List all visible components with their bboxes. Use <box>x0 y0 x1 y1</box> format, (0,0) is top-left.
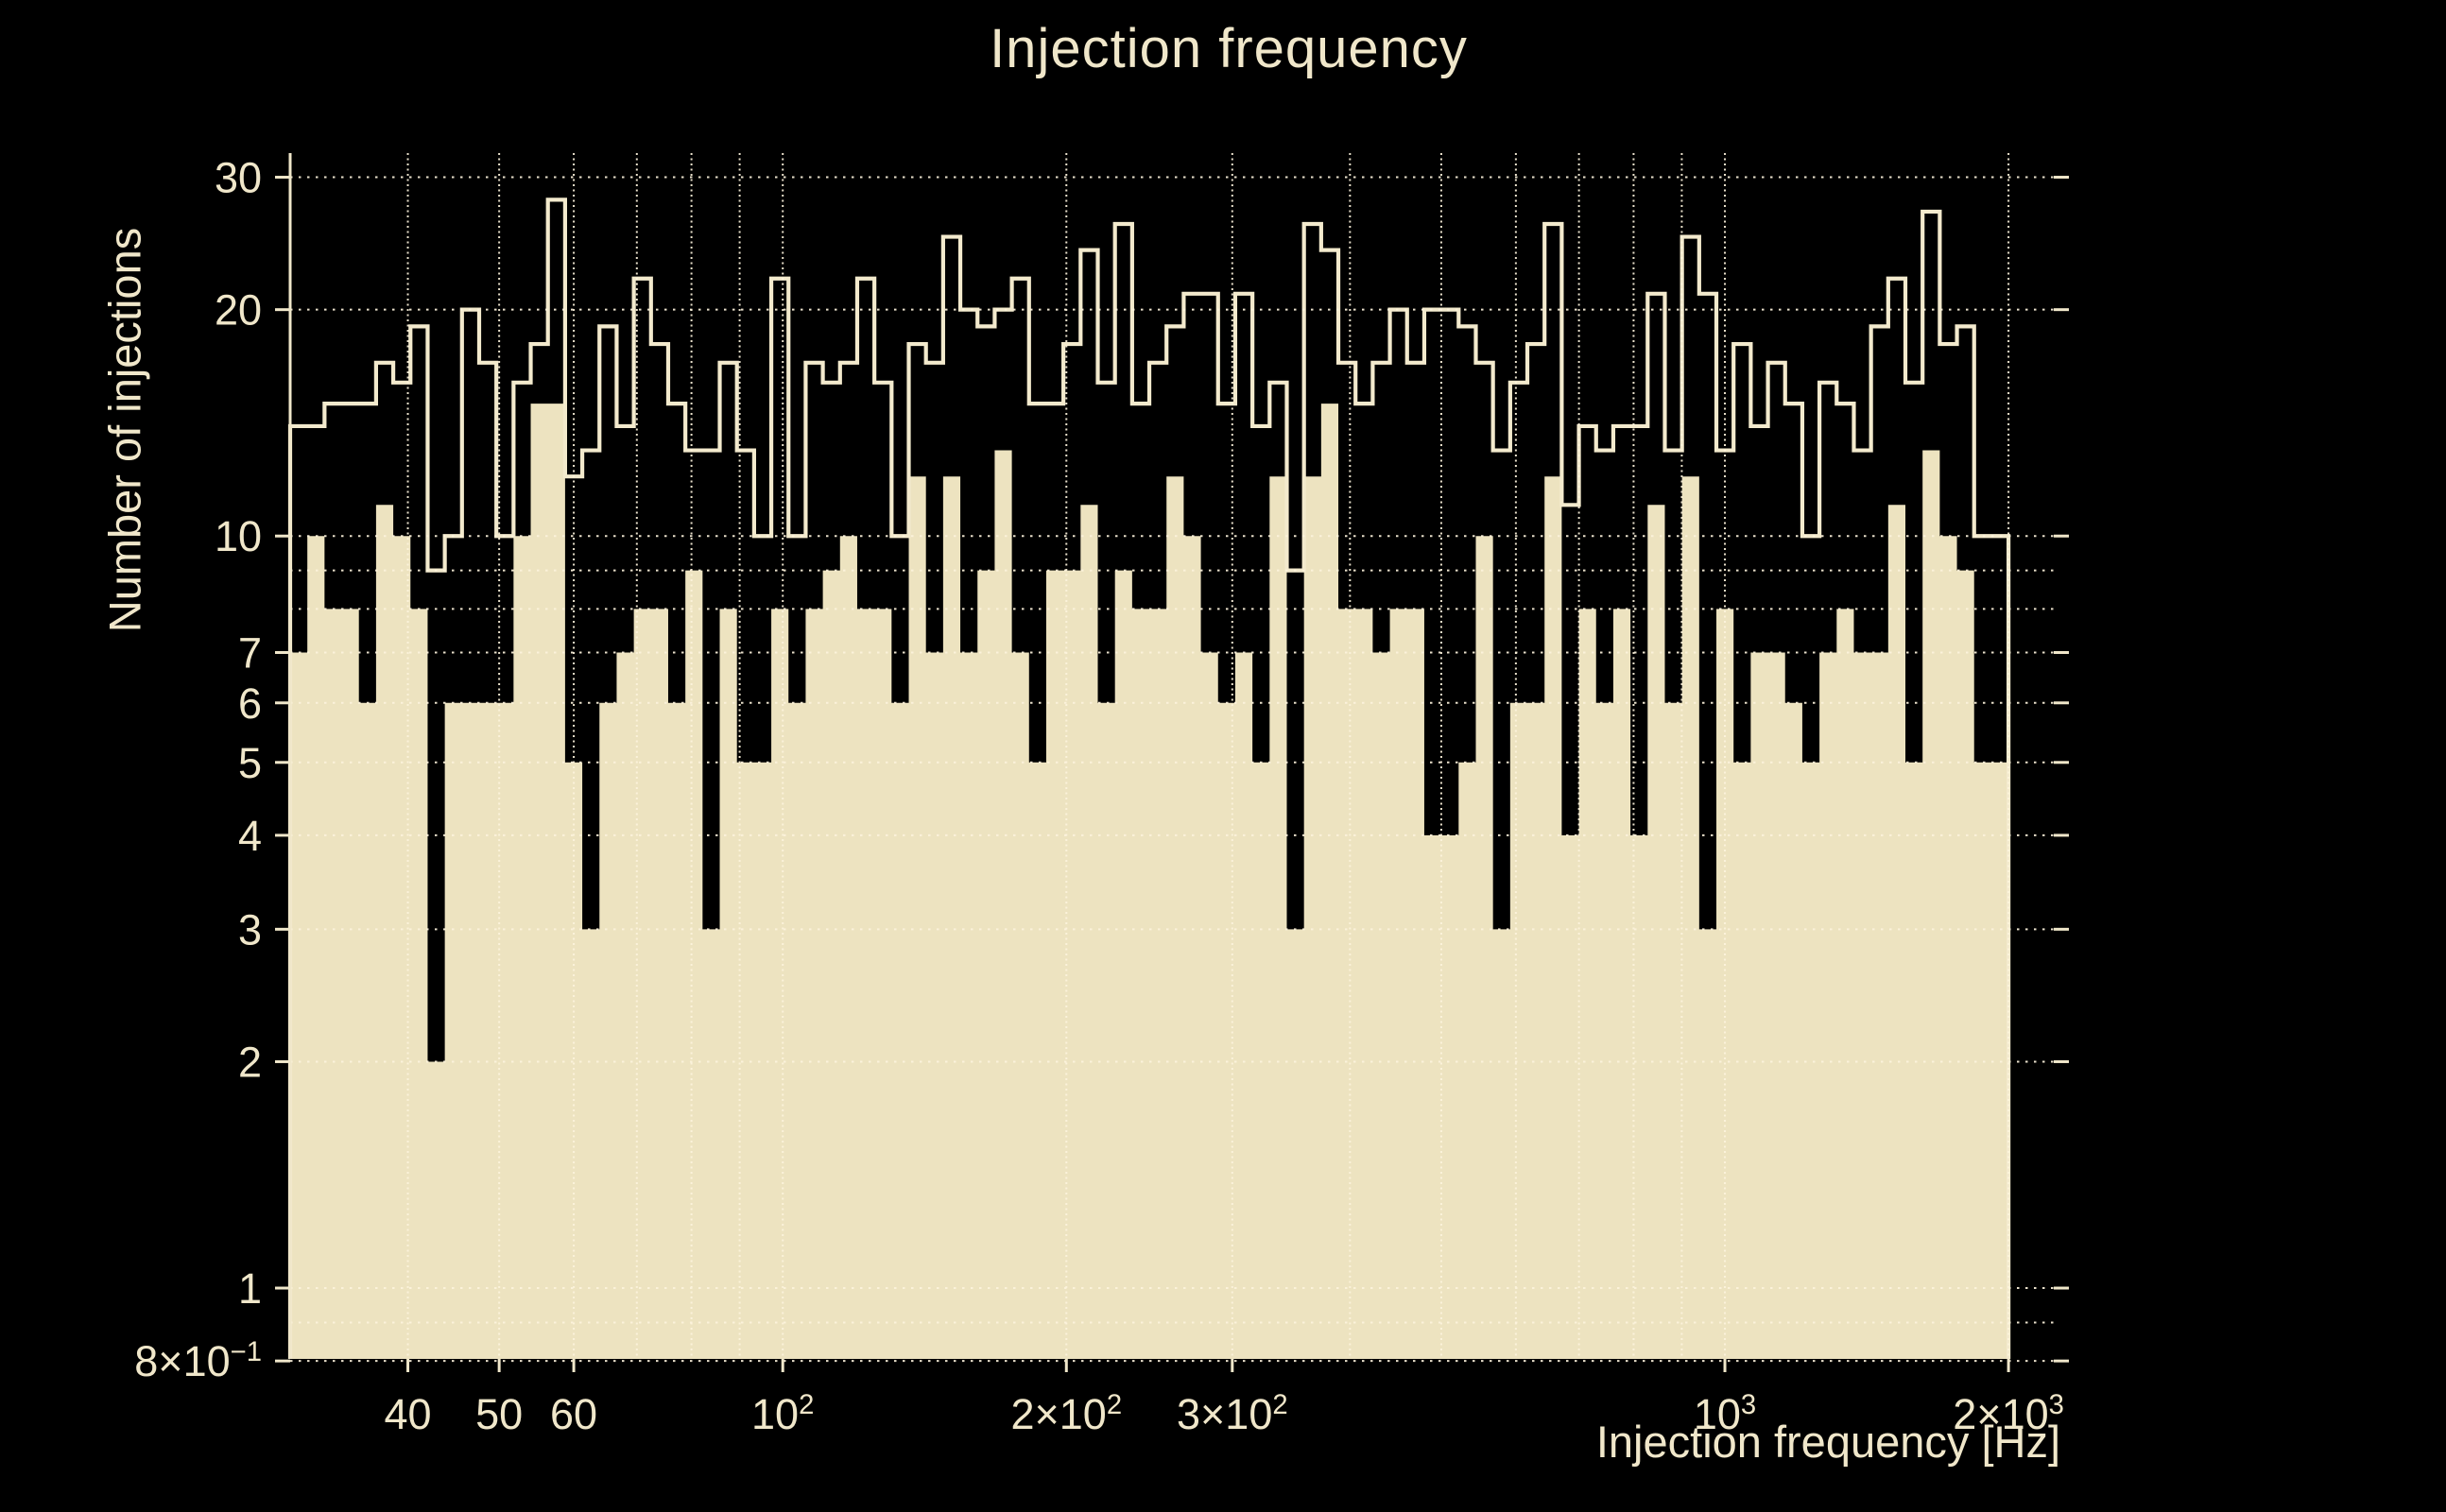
y-tick-label: 4 <box>238 812 262 860</box>
axes <box>275 153 2069 1372</box>
y-tick-label: 8×10−1 <box>134 1337 262 1385</box>
y-tick-label: 30 <box>215 154 262 202</box>
outline-histogram-path <box>287 198 2011 1359</box>
y-tick-label: 10 <box>215 512 262 560</box>
x-tick-label: 2×103 <box>1953 1390 2064 1438</box>
y-tick-label: 6 <box>238 679 262 728</box>
plot-gridlines <box>290 153 2054 1363</box>
x-tick-label: 103 <box>1694 1390 1756 1438</box>
x-tick-label: 3×102 <box>1177 1390 1288 1438</box>
x-tick-label: 102 <box>751 1390 814 1438</box>
x-tick-label: 2×102 <box>1010 1390 1122 1438</box>
y-tick-labels: 30 20 10 76 5 4 3 2 1 8×10−1 <box>134 154 262 1386</box>
y-tick-label: 5 <box>238 739 262 787</box>
y-tick-label: 3 <box>238 905 262 954</box>
x-tick-labels: 40 50 60 102 2×102 3×102 103 2×103 <box>385 1390 2064 1438</box>
y-tick-label: 2 <box>238 1038 262 1086</box>
y-tick-label: 1 <box>238 1264 262 1313</box>
x-tick-label: 60 <box>550 1390 597 1438</box>
x-tick-label: 40 <box>385 1390 432 1438</box>
filled-histogram-path <box>290 404 2009 1360</box>
x-tick-label: 50 <box>475 1390 523 1438</box>
outline-histogram <box>287 198 2011 1359</box>
y-axis-label: Number of injections <box>99 227 150 633</box>
chart-title: Injection frequency <box>990 18 1468 79</box>
y-tick-label: 7 <box>238 628 262 677</box>
x-axis-label: Injection frequency [Hz] <box>1595 1417 2060 1467</box>
filled-histogram <box>290 404 2009 1360</box>
y-tick-label: 20 <box>215 286 262 335</box>
